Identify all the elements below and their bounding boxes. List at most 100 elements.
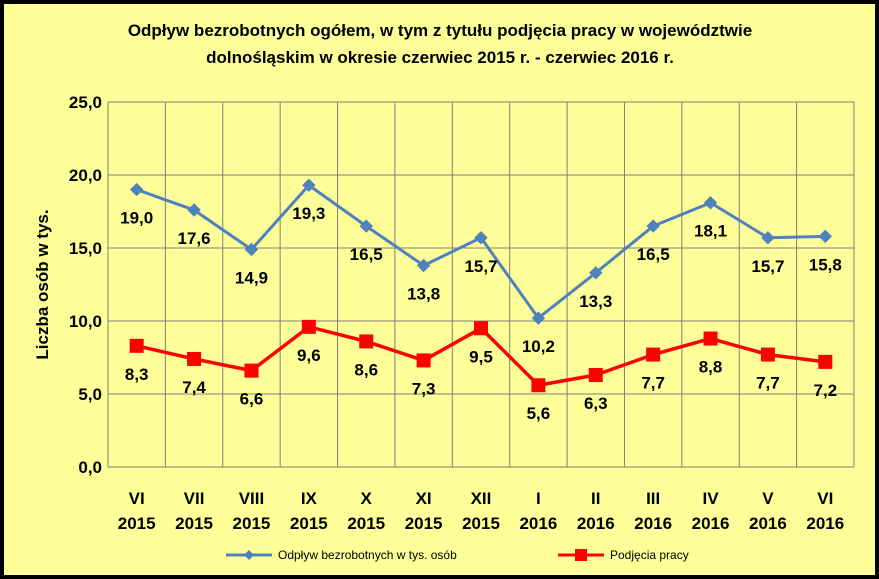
x-tick-month: VII [184, 489, 205, 508]
series-2-point [416, 353, 431, 368]
series-1-point [761, 231, 775, 245]
series-1-data-label: 13,3 [579, 292, 612, 311]
series-line-1 [136, 183, 826, 320]
series-2-point [474, 321, 488, 336]
data-labels: 19,0 17,6 14,9 19,3 16,5 13,8 15,7 10,2 13,3 16,5… [120, 204, 842, 423]
series-2-data-label: 5,6 [527, 404, 551, 423]
series-2-data-label: 6,3 [584, 394, 608, 413]
series-2-point [646, 347, 661, 362]
x-tick-month: V [762, 489, 774, 508]
x-tick-month: XI [416, 489, 432, 508]
series-1-data-label: 18,1 [694, 222, 727, 241]
y-tick-label: 15,0 [69, 239, 102, 258]
series-1-point [359, 219, 373, 233]
x-tick-month: I [536, 489, 541, 508]
y-tick-label: 10,0 [69, 312, 102, 331]
y-tick-label: 20,0 [69, 166, 102, 185]
series-1-data-label: 10,2 [522, 337, 555, 356]
series-1-point [531, 311, 546, 325]
series-1-data-label: 16,5 [637, 245, 670, 264]
series-2-point [187, 351, 202, 366]
x-tick-month: II [591, 489, 600, 508]
x-tick-month: IV [703, 489, 720, 508]
x-tick-year: 2016 [749, 514, 787, 533]
x-tick-year: 2015 [233, 514, 271, 533]
x-tick-month: VIII [239, 489, 265, 508]
legend-label-2: Podjęcia pracy [610, 548, 689, 562]
x-tick-month: XII [471, 489, 492, 508]
series-1-point [818, 229, 833, 244]
y-tick-label: 5,0 [78, 385, 102, 404]
y-tick-label: 0,0 [78, 458, 102, 477]
y-axis-label: Liczba osób w tys. [33, 209, 52, 359]
series-2-point [359, 334, 374, 349]
x-axis-ticks: VI2015VII2015VIII2015IX2015X2015XI2015XI… [118, 489, 844, 533]
series-2-data-label: 7,3 [412, 379, 436, 398]
legend-marker-square-icon [575, 549, 587, 561]
series-2-point [703, 331, 718, 346]
series-2-data-label: 9,6 [297, 346, 321, 365]
series-2-point [588, 368, 603, 383]
x-tick-month: III [646, 489, 660, 508]
chart-frame: Odpływ bezrobotnych ogółem, w tym z tytu… [4, 4, 875, 575]
chart-title-line-1: Odpływ bezrobotnych ogółem, w tym z tytu… [128, 21, 752, 40]
x-tick-month: VI [817, 489, 833, 508]
series-2-data-label: 7,4 [182, 378, 206, 397]
series-1-data-label: 19,3 [292, 204, 325, 223]
series-2-data-label: 7,2 [813, 381, 837, 400]
series-2-data-label: 7,7 [756, 374, 780, 393]
chart-title-line-2: dolnośląskim w okresie czerwiec 2015 r. … [206, 48, 674, 67]
series-1-data-label: 17,6 [178, 229, 211, 248]
x-tick-month: X [361, 489, 373, 508]
series-2-data-label: 6,6 [240, 390, 264, 409]
series-1-point [129, 182, 144, 197]
legend-marker-diamond-icon [244, 550, 254, 560]
series-1-point [646, 219, 660, 233]
series-1-data-label: 15,7 [464, 257, 497, 276]
series-1-point [302, 178, 316, 192]
series-1-data-label: 14,9 [235, 268, 268, 287]
legend-label-1: Odpływ bezrobotnych w tys. osób [278, 548, 457, 562]
series-markers [129, 178, 833, 393]
series-2-data-label: 8,6 [354, 360, 378, 379]
grid [107, 101, 855, 468]
line-chart: Odpływ bezrobotnych ogółem, w tym z tytu… [33, 21, 855, 562]
series-1-data-label: 15,8 [809, 255, 842, 274]
series-1-point [244, 242, 259, 257]
y-tick-label: 25,0 [69, 93, 102, 112]
x-tick-year: 2016 [806, 514, 844, 533]
series-1-data-label: 15,7 [751, 257, 784, 276]
chart-title: Odpływ bezrobotnych ogółem, w tym z tytu… [128, 21, 752, 67]
x-tick-year: 2015 [290, 514, 328, 533]
series-1-point [474, 231, 488, 245]
series-2-point [244, 363, 259, 378]
x-tick-year: 2015 [118, 514, 156, 533]
series-2-point [301, 319, 316, 334]
series-2-data-label: 8,8 [699, 358, 723, 377]
series-1-point [187, 203, 201, 217]
x-tick-year: 2016 [634, 514, 672, 533]
x-tick-year: 2015 [175, 514, 213, 533]
x-tick-month: IX [301, 489, 318, 508]
x-tick-year: 2016 [519, 514, 557, 533]
series-2-point [818, 354, 833, 369]
series-2-data-label: 9,5 [469, 347, 493, 366]
series-1-data-label: 16,5 [350, 245, 383, 264]
x-tick-year: 2015 [347, 514, 385, 533]
series-1-data-label: 19,0 [120, 209, 153, 228]
x-tick-year: 2016 [692, 514, 730, 533]
legend: Odpływ bezrobotnych w tys. osób Podjęcia … [226, 548, 689, 562]
series-2-point [531, 378, 546, 393]
series-2-data-label: 8,3 [125, 365, 149, 384]
series-1-data-label: 13,8 [407, 285, 440, 304]
y-axis-ticks: 0,0 5,0 10,0 15,0 20,0 25,0 [69, 93, 102, 477]
x-tick-month: VI [129, 489, 145, 508]
series-2-point [760, 347, 775, 362]
series-1-point [416, 258, 431, 273]
x-tick-year: 2016 [577, 514, 615, 533]
x-tick-year: 2015 [405, 514, 443, 533]
x-tick-year: 2015 [462, 514, 500, 533]
series-2-data-label: 7,7 [641, 374, 665, 393]
series-1-point [703, 196, 718, 210]
series-2-point [129, 338, 144, 353]
